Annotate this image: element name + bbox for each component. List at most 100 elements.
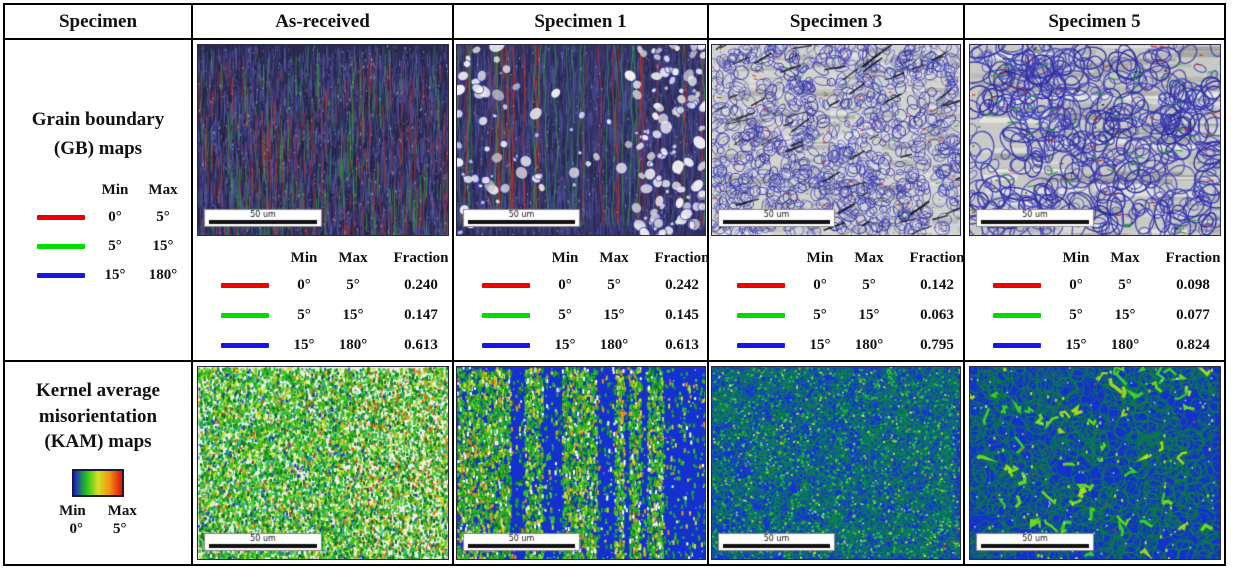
fraction-header: Fraction	[909, 249, 965, 266]
blue-line-swatch	[221, 342, 269, 348]
red-line-swatch	[993, 282, 1041, 288]
fraction-value: 0.613	[665, 336, 699, 353]
max-value: 5°	[607, 276, 621, 293]
kam-map-specimen-1	[455, 366, 706, 560]
fraction-row-lowangle: 0° 5° 0.242	[454, 270, 707, 300]
red-line-swatch	[482, 282, 530, 288]
fraction-row-lowangle: 0° 5° 0.240	[193, 270, 452, 300]
green-line-swatch	[482, 312, 530, 318]
fraction-legend-header: Min Max Fraction	[193, 246, 452, 270]
gb-legend-row-midangle: 5° 15°	[5, 232, 191, 261]
green-line-swatch	[221, 312, 269, 318]
header-label: Specimen 5	[1048, 10, 1141, 32]
fraction-value: 0.613	[404, 336, 438, 353]
fraction-row-midangle: 5° 15° 0.147	[193, 300, 452, 330]
gb-legend-row-highangle: 15° 180°	[5, 261, 191, 290]
max-header: Max	[338, 249, 368, 266]
gb-legend-row-lowangle: 0° 5°	[5, 203, 191, 232]
min-value: 5°	[813, 306, 827, 323]
header-label: Specimen 3	[789, 10, 883, 32]
fraction-value: 0.824	[1176, 336, 1210, 353]
gb-cell-as-received: Min Max Fraction 0° 5° 0.240 5° 15° 0.14…	[193, 40, 454, 362]
fraction-header: Fraction	[393, 249, 449, 266]
min-value: 0°	[558, 276, 572, 293]
max-header: Max	[1110, 249, 1140, 266]
green-line-swatch	[993, 312, 1041, 318]
fraction-row-highangle: 15° 180° 0.613	[454, 330, 707, 360]
gb-legend-max-header: Max	[148, 181, 178, 198]
gb-legend: Min Max 0° 5° 5° 15° 15° 180°	[5, 177, 191, 290]
header-label: Specimen	[58, 10, 138, 32]
kam-max-value: 5°	[113, 520, 127, 537]
gb-map-specimen-1	[455, 44, 706, 236]
header-cell-specimen-5: Specimen 5	[965, 5, 1224, 40]
red-line-swatch	[737, 282, 785, 288]
red-line-swatch	[37, 215, 85, 220]
header-cell-specimen-1: Specimen 1	[454, 5, 709, 40]
kam-cell-as-received	[193, 362, 454, 564]
gb-cell-specimen-3: Min Max Fraction 0° 5° 0.142 5° 15° 0.06…	[709, 40, 965, 362]
blue-line-swatch	[37, 273, 85, 278]
min-value: 5°	[108, 238, 122, 254]
gb-row-label-cell: Grain boundary (GB) maps Min Max 0° 5° 5…	[5, 40, 193, 362]
max-value: 180°	[599, 336, 629, 353]
fraction-row-midangle: 5° 15° 0.077	[965, 300, 1224, 330]
min-value: 0°	[1069, 276, 1083, 293]
header-cell-specimen-3: Specimen 3	[709, 5, 965, 40]
kam-map-specimen-3	[711, 366, 961, 560]
kam-colorbar	[72, 468, 124, 497]
kam-cell-specimen-5	[965, 362, 1224, 564]
min-value: 0°	[297, 276, 311, 293]
min-header: Min	[1062, 249, 1090, 266]
fraction-header: Fraction	[1165, 249, 1221, 266]
min-value: 0°	[108, 209, 122, 225]
fraction-header: Fraction	[654, 249, 709, 266]
kam-min-label: Min	[59, 502, 86, 519]
fraction-value: 0.242	[665, 276, 699, 293]
blue-line-swatch	[482, 342, 530, 348]
gb-fraction-legend-specimen-5: Min Max Fraction 0° 5° 0.098 5° 15° 0.07…	[965, 246, 1224, 360]
kam-row-title: Kernel average misorientation (KAM) maps	[36, 380, 160, 453]
max-value: 5°	[1118, 276, 1132, 293]
min-value: 5°	[1069, 306, 1083, 323]
fraction-row-highangle: 15° 180° 0.795	[709, 330, 963, 360]
gb-row-title: Grain boundary (GB) maps	[31, 109, 165, 159]
min-header: Min	[551, 249, 579, 266]
max-value: 180°	[854, 336, 884, 353]
gb-fraction-legend-specimen-3: Min Max Fraction 0° 5° 0.142 5° 15° 0.06…	[709, 246, 963, 360]
kam-min-value: 0°	[69, 520, 84, 537]
gb-legend-min-header: Min	[101, 181, 129, 198]
blue-line-swatch	[993, 342, 1041, 348]
fraction-row-highangle: 15° 180° 0.824	[965, 330, 1224, 360]
gb-map-as-received	[196, 44, 449, 236]
header-cell-specimen: Specimen	[5, 5, 193, 40]
max-value: 5°	[156, 209, 170, 225]
fraction-row-lowangle: 0° 5° 0.098	[965, 270, 1224, 300]
min-header: Min	[806, 249, 834, 266]
kam-cell-specimen-3	[709, 362, 965, 564]
header-cell-as-received: As-received	[193, 5, 454, 40]
fraction-value: 0.142	[920, 276, 954, 293]
fraction-row-midangle: 5° 15° 0.063	[709, 300, 963, 330]
fraction-legend-header: Min Max Fraction	[454, 246, 707, 270]
fraction-legend-header: Min Max Fraction	[965, 246, 1224, 270]
max-value: 5°	[862, 276, 876, 293]
max-value: 15°	[152, 238, 174, 254]
header-label: Specimen 1	[534, 10, 627, 32]
max-value: 180°	[1110, 336, 1140, 353]
max-value: 15°	[342, 306, 364, 323]
fraction-row-highangle: 15° 180° 0.613	[193, 330, 452, 360]
ebsd-figure-table: Specimen As-received Specimen 1 Specimen…	[3, 3, 1226, 566]
kam-map-specimen-5	[968, 366, 1221, 560]
min-value: 5°	[297, 306, 311, 323]
min-value: 15°	[809, 336, 831, 353]
fraction-value: 0.795	[920, 336, 954, 353]
min-value: 15°	[104, 267, 126, 283]
min-value: 15°	[554, 336, 576, 353]
header-label: As-received	[275, 10, 370, 32]
kam-row-label-cell: Kernel average misorientation (KAM) maps…	[5, 362, 193, 564]
max-header: Max	[599, 249, 629, 266]
kam-cell-specimen-1	[454, 362, 709, 564]
kam-colorbar-labels: Min Max	[5, 503, 191, 520]
kam-map-as-received	[196, 366, 449, 560]
